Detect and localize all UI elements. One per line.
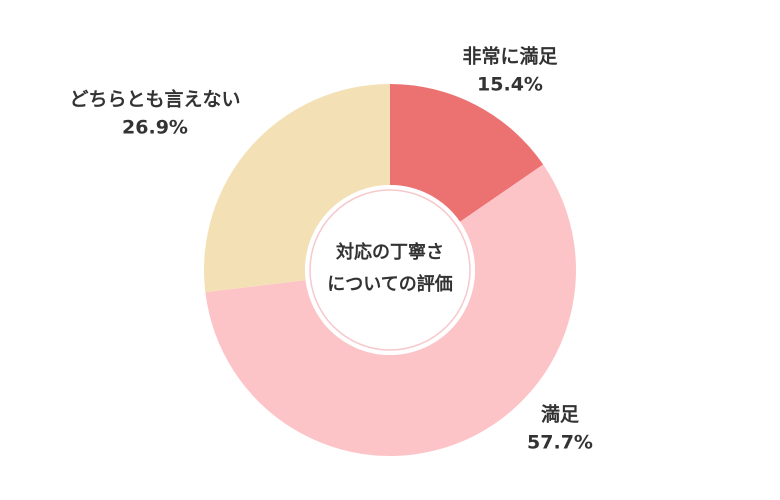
donut-hole <box>305 185 475 355</box>
slice <box>205 164 577 457</box>
slices <box>204 84 577 457</box>
center-title: 対応の丁寧さ <box>335 241 444 263</box>
center-title: についての評価 <box>327 273 452 295</box>
slice <box>204 84 390 293</box>
value-label: 15.4% <box>477 74 543 96</box>
inner-ring <box>309 189 471 351</box>
slice <box>390 84 544 222</box>
value-label: 57.7% <box>527 432 593 454</box>
slice-label: 満足 <box>541 404 580 426</box>
value-label: 26.9% <box>122 117 188 139</box>
slice-label: どちらとも言えない <box>69 88 240 111</box>
slice-label: 非常に満足 <box>462 45 558 68</box>
